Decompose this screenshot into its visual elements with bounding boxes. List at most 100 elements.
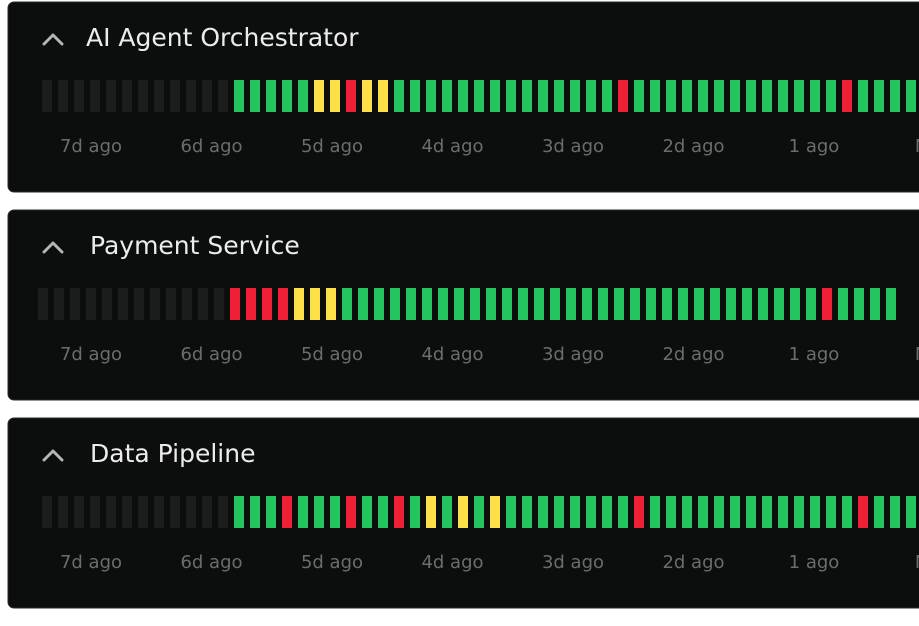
status-bar xyxy=(730,496,740,528)
status-bar xyxy=(42,80,52,112)
status-bar xyxy=(474,80,484,112)
status-bar xyxy=(358,288,368,320)
status-bar xyxy=(710,288,720,320)
status-bar xyxy=(186,80,196,112)
status-bar xyxy=(858,496,868,528)
status-bar xyxy=(534,288,544,320)
status-bar xyxy=(198,288,208,320)
status-bar xyxy=(138,496,148,528)
time-label: 2d ago xyxy=(662,136,724,157)
status-panel: Payment Service 7d ago 6d ago 5d ago 4d ago 3… xyxy=(7,209,919,401)
status-bar xyxy=(362,80,372,112)
status-bar xyxy=(490,80,500,112)
status-bar xyxy=(522,80,532,112)
time-label: 6d ago xyxy=(180,136,242,157)
status-bar xyxy=(202,80,212,112)
status-bar xyxy=(218,496,228,528)
status-bar xyxy=(346,80,356,112)
status-bar xyxy=(810,80,820,112)
status-bar xyxy=(506,80,516,112)
status-bar xyxy=(906,496,916,528)
collapse-chevron[interactable] xyxy=(42,449,64,462)
status-bar xyxy=(170,496,180,528)
status-bar xyxy=(794,80,804,112)
collapse-chevron[interactable] xyxy=(42,241,64,254)
status-bar xyxy=(310,288,320,320)
status-bar xyxy=(842,496,852,528)
status-bar xyxy=(186,496,196,528)
status-bar xyxy=(106,496,116,528)
panel-title: Data Pipeline xyxy=(90,439,255,468)
status-bar xyxy=(298,496,308,528)
status-bar xyxy=(890,496,900,528)
status-bar xyxy=(154,80,164,112)
status-bar xyxy=(218,80,228,112)
time-label: 3d ago xyxy=(542,552,604,573)
time-label: 2d ago xyxy=(662,552,724,573)
status-bar xyxy=(666,496,676,528)
status-bar xyxy=(586,80,596,112)
status-bar xyxy=(794,496,804,528)
status-bar xyxy=(874,496,884,528)
status-bar xyxy=(406,288,416,320)
status-bar xyxy=(394,496,404,528)
status-bar xyxy=(214,288,224,320)
status-bar xyxy=(474,496,484,528)
time-label: Now xyxy=(915,552,919,573)
status-bar xyxy=(458,80,468,112)
panel-title: Payment Service xyxy=(90,231,300,260)
time-label: 7d ago xyxy=(60,344,122,365)
status-bar xyxy=(90,496,100,528)
status-bar xyxy=(826,496,836,528)
status-bar xyxy=(166,288,176,320)
status-bar xyxy=(138,80,148,112)
status-bar xyxy=(266,80,276,112)
status-bar xyxy=(250,80,260,112)
status-bar xyxy=(726,288,736,320)
status-bar xyxy=(682,496,692,528)
status-bar xyxy=(646,288,656,320)
time-label: 6d ago xyxy=(180,344,242,365)
status-bar xyxy=(38,288,48,320)
status-bar xyxy=(634,80,644,112)
status-bar xyxy=(490,496,500,528)
status-bar xyxy=(70,288,80,320)
status-bar xyxy=(566,288,576,320)
status-bar xyxy=(118,288,128,320)
time-label: 1 ago xyxy=(789,136,840,157)
status-bar xyxy=(746,496,756,528)
status-bar xyxy=(522,496,532,528)
status-bar xyxy=(266,496,276,528)
status-bar xyxy=(102,288,112,320)
time-label: 4d ago xyxy=(421,344,483,365)
status-bar xyxy=(746,80,756,112)
status-bar xyxy=(314,80,324,112)
status-bar xyxy=(838,288,848,320)
status-bar xyxy=(886,288,896,320)
status-bar xyxy=(582,288,592,320)
status-bar xyxy=(122,496,132,528)
status-bar xyxy=(230,288,240,320)
status-bar xyxy=(330,496,340,528)
status-bar xyxy=(86,288,96,320)
status-bar xyxy=(246,288,256,320)
time-label: 5d ago xyxy=(301,344,363,365)
status-bar xyxy=(74,496,84,528)
status-panel: Data Pipeline 7d ago 6d ago 5d ago 4d ago 3d … xyxy=(7,417,919,609)
status-bar xyxy=(650,80,660,112)
status-bar xyxy=(426,496,436,528)
status-bar xyxy=(598,288,608,320)
status-bar xyxy=(714,80,724,112)
status-bar xyxy=(282,80,292,112)
time-label: 5d ago xyxy=(301,552,363,573)
status-bar xyxy=(282,496,292,528)
status-bar xyxy=(586,496,596,528)
status-bar xyxy=(486,288,496,320)
time-label: 3d ago xyxy=(542,344,604,365)
status-bar xyxy=(518,288,528,320)
status-bar xyxy=(570,80,580,112)
status-bar xyxy=(854,288,864,320)
collapse-chevron[interactable] xyxy=(42,33,64,46)
status-bar xyxy=(538,496,548,528)
time-label: 6d ago xyxy=(180,552,242,573)
